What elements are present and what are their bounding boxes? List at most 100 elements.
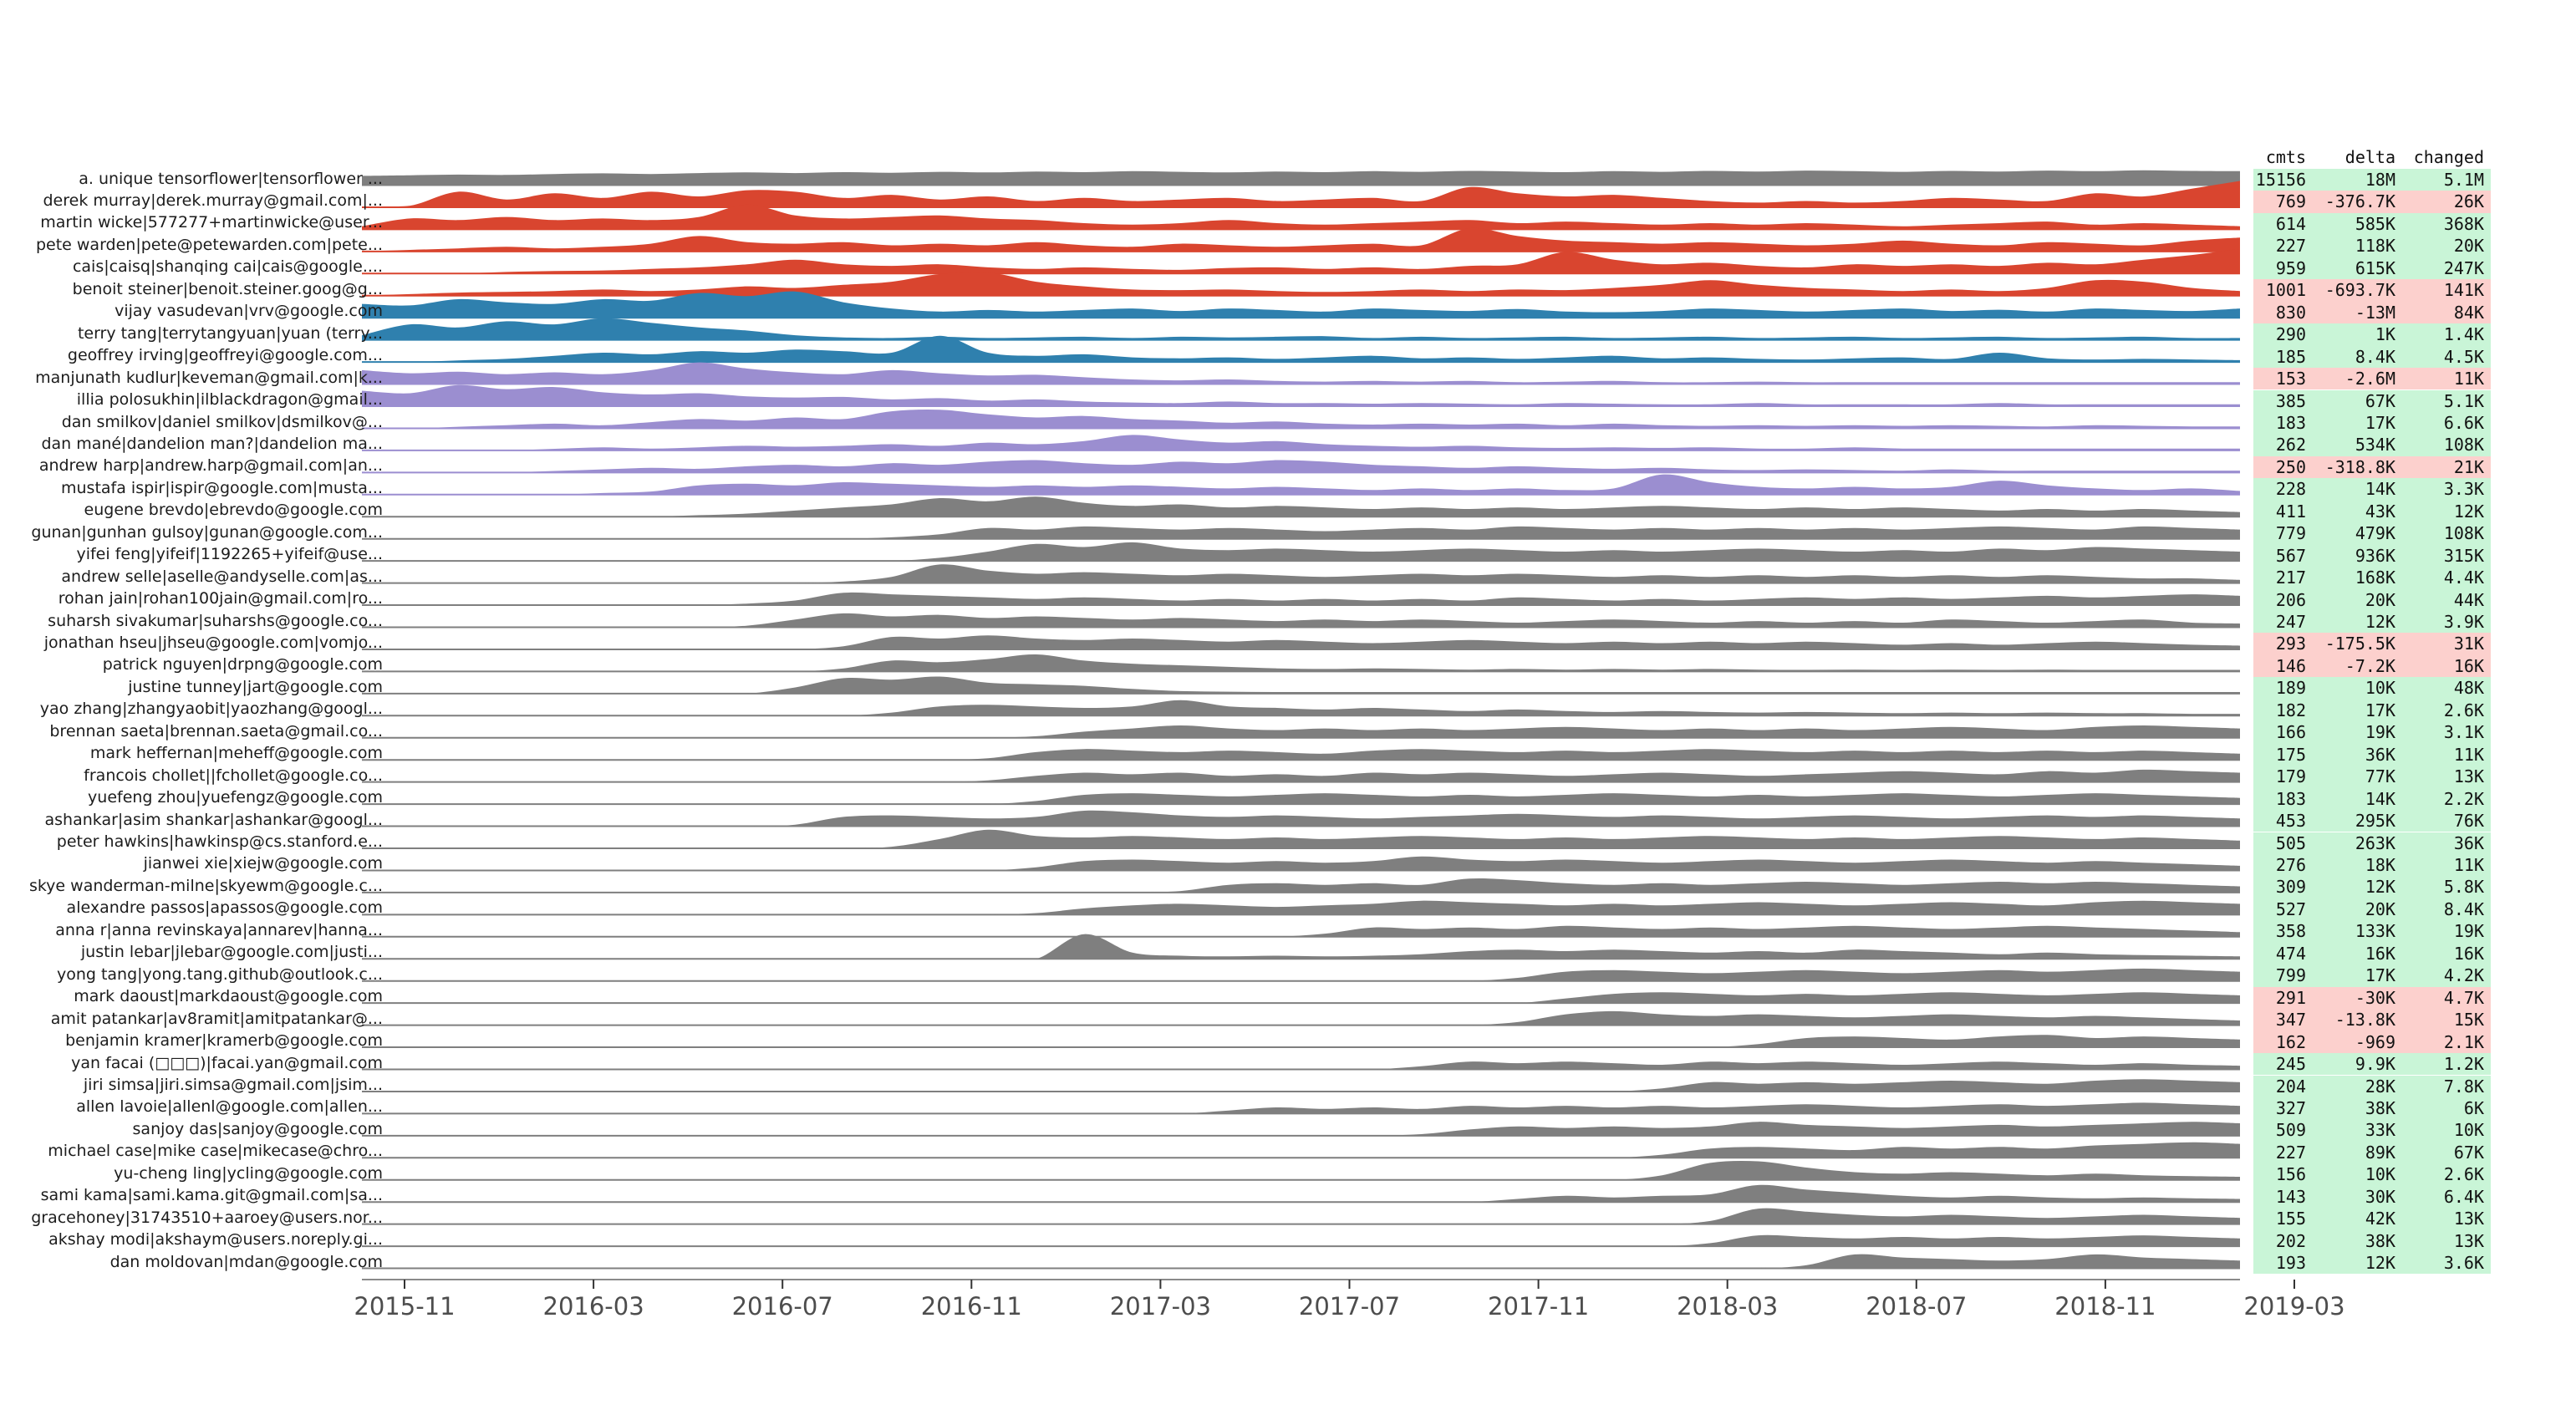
col-header-delta: delta	[2344, 147, 2395, 167]
row-label: alexandre passos|apassos@google.com	[66, 898, 383, 918]
activity-area	[362, 1184, 2240, 1203]
row-label: yan facai (□□□)|facai.yan@gmail.com	[71, 1053, 383, 1072]
cmts-value: 309	[2275, 877, 2306, 898]
activity-area	[362, 676, 2240, 694]
changed-value: 20K	[2453, 236, 2484, 257]
delta-value: 36K	[2365, 744, 2395, 765]
row-label: benoit steiner|benoit.steiner.goog@g...	[72, 279, 383, 298]
cmts-value: 262	[2275, 435, 2306, 455]
activity-area	[362, 635, 2240, 649]
changed-value: 141K	[2443, 280, 2484, 301]
activity-area	[362, 925, 2240, 937]
row-label: manjunath kudlur|keveman@gmail.com|k...	[35, 368, 383, 387]
table-row	[2253, 1075, 2491, 1097]
changed-value: 21K	[2453, 456, 2484, 477]
x-tick-label: 2018-07	[1866, 1292, 1968, 1321]
row-label: benjamin kramer|kramerb@google.com	[65, 1031, 383, 1050]
row-label: yuefeng zhou|yuefengz@google.com	[88, 788, 383, 807]
activity-area	[362, 1160, 2240, 1180]
table-row	[2253, 389, 2491, 412]
table-row	[2253, 169, 2491, 191]
row-label: mark daoust|markdaoust@google.com	[74, 987, 383, 1006]
col-header-cmts: cmts	[2265, 147, 2306, 167]
x-tick-label: 2017-11	[1488, 1292, 1590, 1321]
cmts-value: 202	[2275, 1230, 2306, 1251]
cmts-value: 276	[2275, 854, 2306, 875]
table-row	[2253, 279, 2491, 302]
changed-value: 1.4K	[2443, 324, 2484, 345]
delta-value: 42K	[2365, 1209, 2395, 1229]
changed-value: 5.8K	[2443, 877, 2484, 898]
changed-value: 2.1K	[2443, 1031, 2484, 1052]
cmts-value: 156	[2275, 1164, 2306, 1185]
row-label: yifei feng|yifeif|1192265+yifeif@use...	[76, 545, 383, 564]
activity-area	[362, 318, 2240, 340]
activity-area	[362, 1142, 2240, 1158]
row-label: mustafa ispir|ispir@google.com|musta...	[61, 478, 383, 497]
activity-area	[362, 410, 2240, 429]
cmts-value: 153	[2275, 369, 2306, 389]
activity-area	[362, 1122, 2240, 1136]
activity-area	[362, 272, 2240, 296]
table-row	[2253, 235, 2491, 257]
changed-value: 3.1K	[2443, 722, 2484, 743]
changed-value: 12K	[2453, 501, 2484, 522]
table-row	[2253, 191, 2491, 213]
delta-value: 19K	[2365, 722, 2395, 743]
changed-value: 6.4K	[2443, 1186, 2484, 1207]
table-row	[2253, 964, 2491, 987]
changed-value: 3.9K	[2443, 612, 2484, 632]
changed-value: 76K	[2453, 811, 2484, 831]
table-row	[2253, 301, 2491, 324]
row-label: rohan jain|rohan100jain@gmail.com|ro...	[58, 589, 383, 608]
activity-area	[362, 204, 2240, 230]
activity-area	[362, 564, 2240, 583]
row-label: illia polosukhin|ilblackdragon@gmail...	[76, 390, 383, 409]
x-tick-label: 2017-03	[1109, 1292, 1211, 1321]
row-label: amit patankar|av8ramit|amitpatankar@...	[50, 1009, 383, 1028]
delta-value: -693.7K	[2324, 280, 2395, 301]
row-label: gracehoney|31743510+aaroey@users.nor...	[31, 1208, 383, 1227]
row-label: patrick nguyen|drpng@google.com	[102, 655, 383, 674]
changed-value: 11K	[2453, 369, 2484, 389]
table-row	[2253, 478, 2491, 501]
changed-value: 108K	[2443, 523, 2484, 544]
delta-value: 534K	[2355, 435, 2395, 455]
changed-value: 7.8K	[2443, 1076, 2484, 1097]
activity-area	[362, 613, 2240, 628]
cmts-value: 143	[2275, 1186, 2306, 1207]
table-row	[2253, 1031, 2491, 1053]
activity-area	[362, 542, 2240, 562]
activity-area	[362, 793, 2240, 805]
cmts-value: 247	[2275, 612, 2306, 632]
activity-area	[362, 878, 2240, 893]
changed-value: 67K	[2453, 1142, 2484, 1163]
delta-value: 8.4K	[2355, 346, 2395, 367]
delta-value: -13.8K	[2334, 1010, 2395, 1031]
table-row	[2253, 500, 2491, 523]
row-label: gunan|gunhan gulsoy|gunan@google.com...	[31, 522, 383, 542]
changed-value: 36K	[2453, 832, 2484, 853]
delta-value: 615K	[2355, 257, 2395, 278]
x-tick-label: 2016-11	[920, 1292, 1022, 1321]
row-label: andrew selle|aselle@andyselle.com|as...	[61, 567, 383, 586]
cmts-value: 385	[2275, 390, 2306, 411]
delta-value: 20K	[2365, 898, 2395, 919]
activity-area	[362, 496, 2240, 517]
cmts-value: 453	[2275, 811, 2306, 831]
changed-value: 5.1K	[2443, 390, 2484, 411]
changed-value: 108K	[2443, 435, 2484, 455]
row-label: brennan saeta|brennan.saeta@gmail.co...	[49, 721, 383, 740]
row-label: cais|caisq|shanqing cai|cais@google....	[72, 257, 383, 277]
cmts-value: 183	[2275, 788, 2306, 809]
cmts-value: 527	[2275, 898, 2306, 919]
cmts-value: 162	[2275, 1031, 2306, 1052]
cmts-value: 799	[2275, 965, 2306, 986]
delta-value: 20K	[2365, 589, 2395, 610]
delta-value: -969	[2355, 1031, 2395, 1052]
changed-value: 8.4K	[2443, 898, 2484, 919]
cmts-value: 193	[2275, 1253, 2306, 1273]
table-row	[2253, 257, 2491, 280]
cmts-value: 245	[2275, 1054, 2306, 1074]
row-label: eugene brevdo|ebrevdo@google.com	[84, 501, 383, 520]
